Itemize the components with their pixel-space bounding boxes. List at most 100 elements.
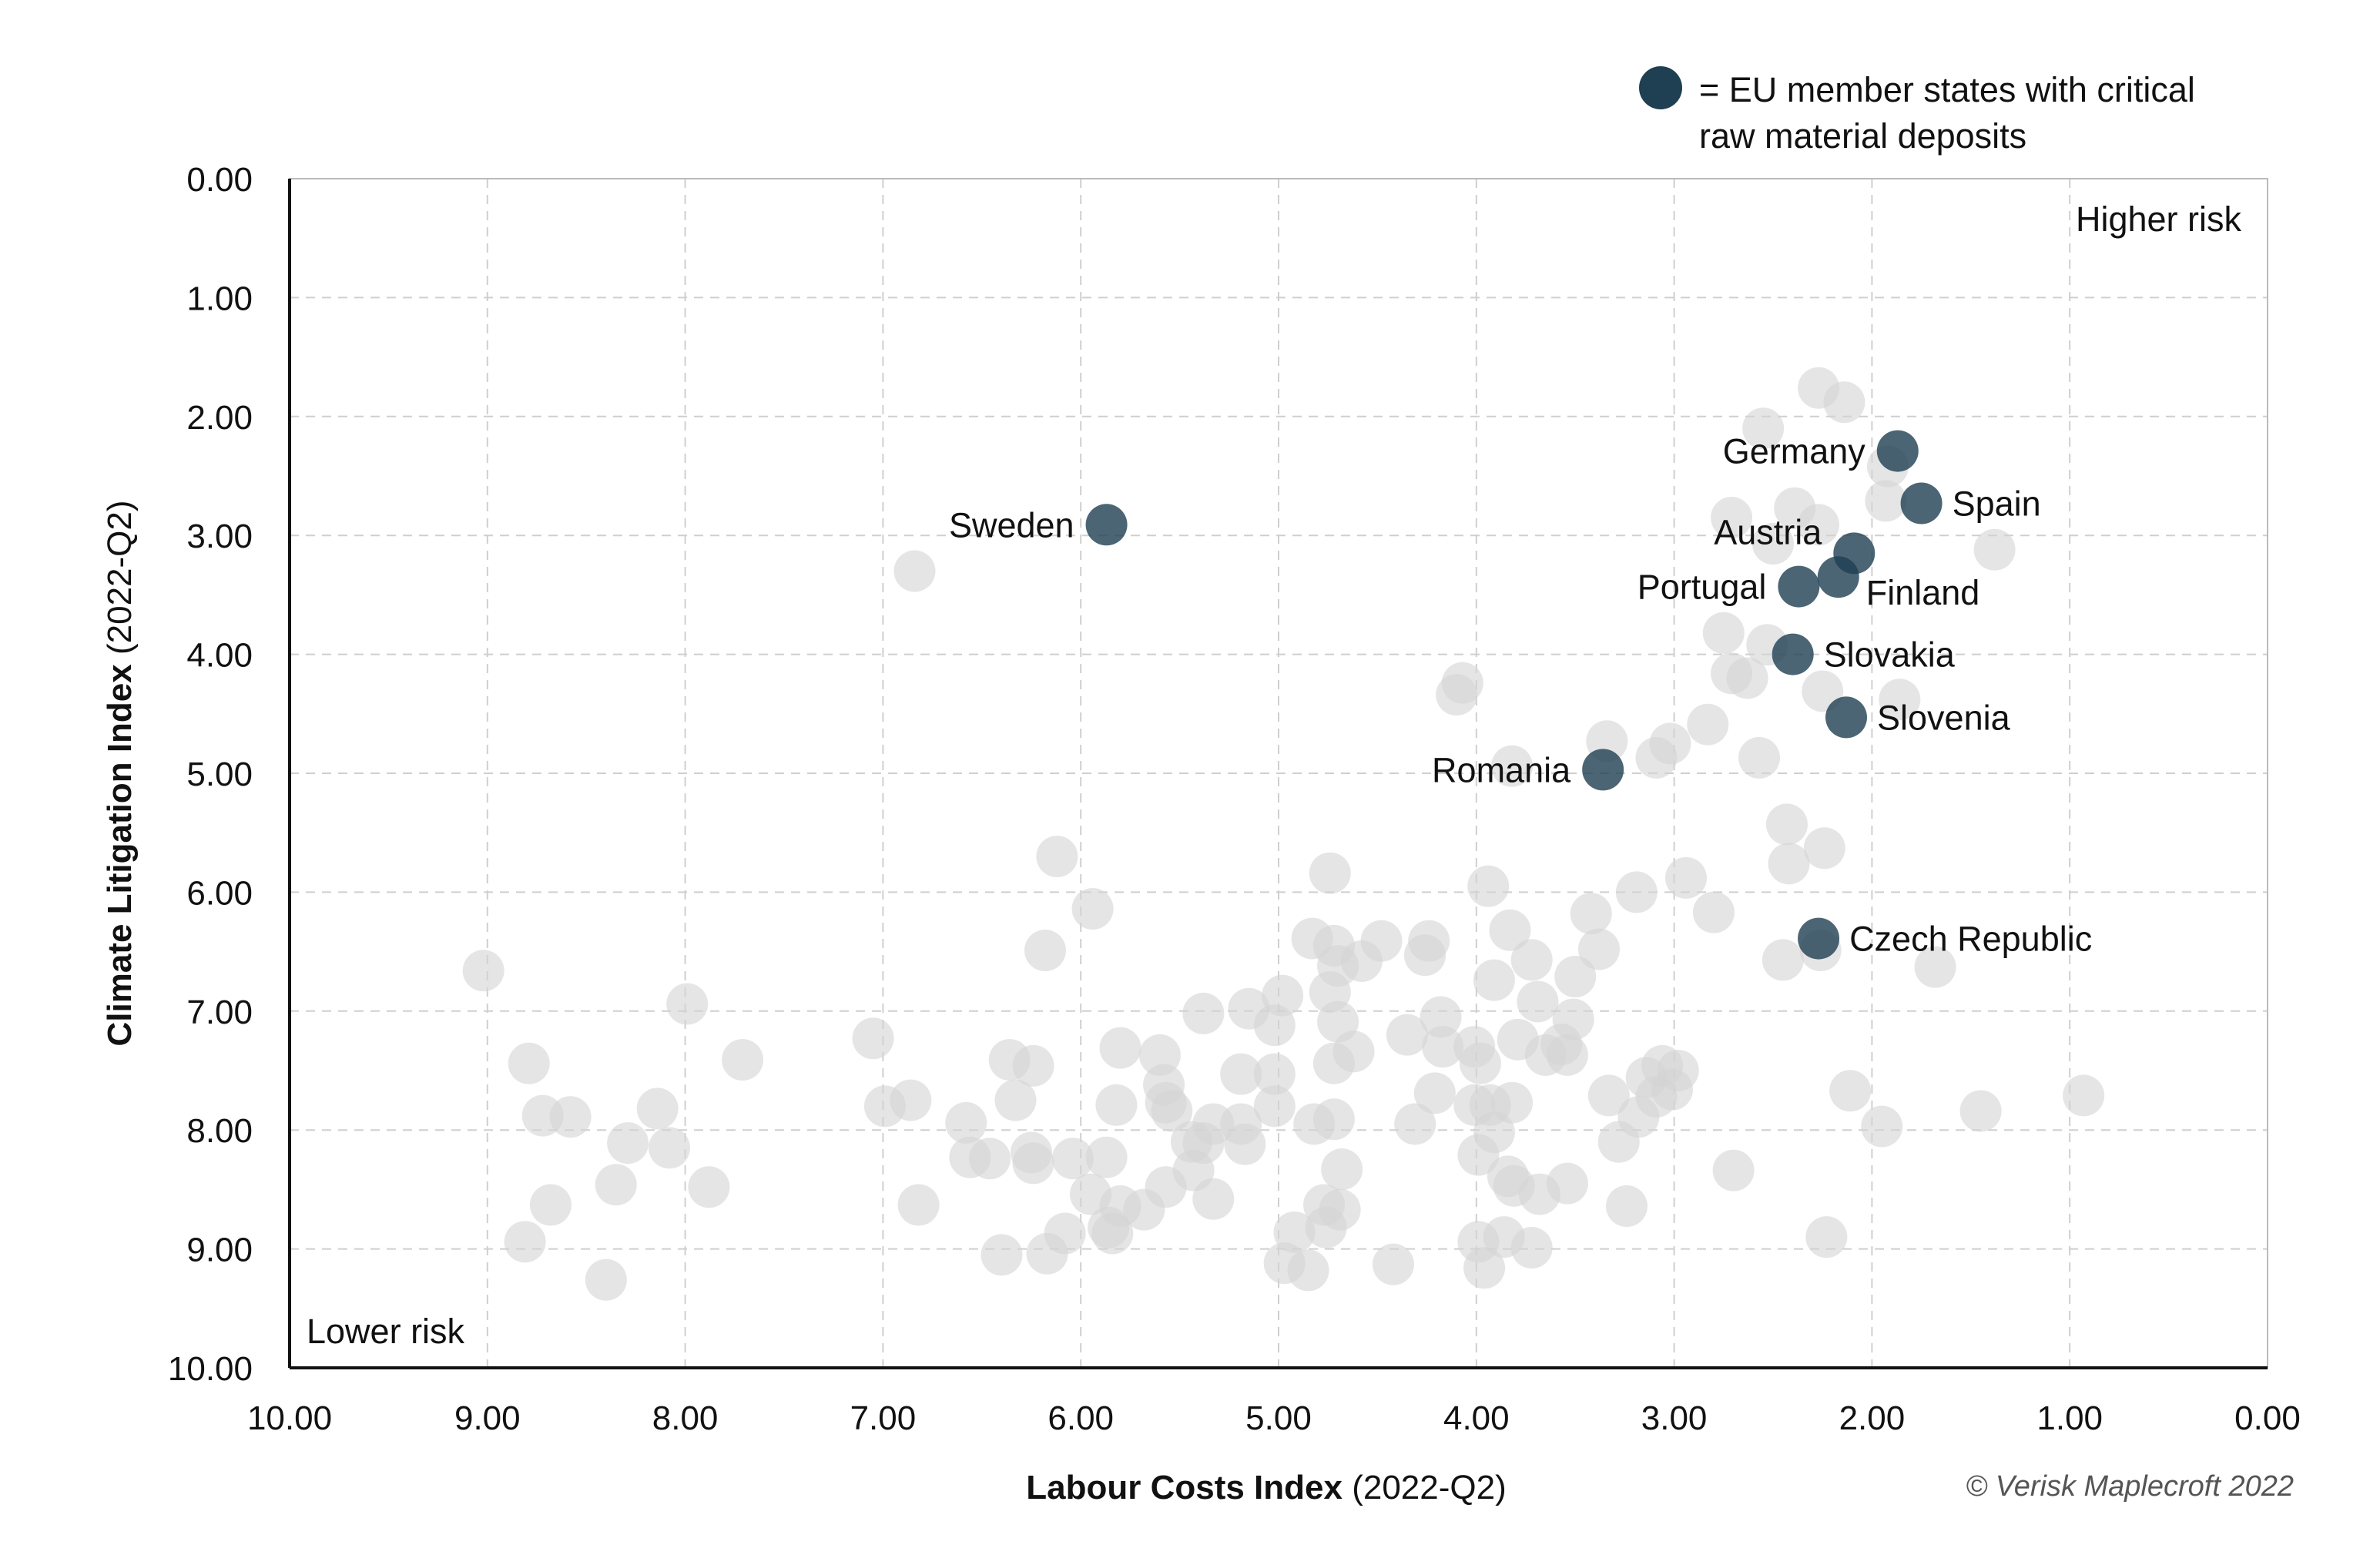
- country-label: Spain: [1953, 484, 2041, 524]
- data-point: [1865, 480, 1907, 522]
- data-point: [1011, 1131, 1052, 1174]
- data-point: [529, 1184, 572, 1226]
- data-point: [1085, 1136, 1128, 1178]
- data-point: [688, 1166, 730, 1208]
- data-point: [1861, 1105, 1903, 1148]
- data-point: [1803, 827, 1845, 870]
- x-tick-label: 6.00: [1048, 1399, 1114, 1437]
- x-axis-label-bold: Labour Costs Index: [1026, 1469, 1343, 1506]
- data-point: [2063, 1074, 2105, 1117]
- country-label: Austria: [1714, 512, 1822, 551]
- data-point: [1151, 1090, 1193, 1132]
- other-countries: [462, 367, 2105, 1301]
- x-tick-label: 1.00: [2036, 1399, 2103, 1437]
- data-point: [1491, 745, 1534, 787]
- highlighted-point: [1798, 917, 1840, 960]
- x-tick-label: 4.00: [1443, 1399, 1510, 1437]
- data-point: [1765, 803, 1808, 846]
- x-tick-label: 10.00: [247, 1399, 332, 1437]
- highlighted-point: [1817, 556, 1859, 598]
- data-point: [1798, 504, 1840, 546]
- data-point: [1738, 736, 1781, 779]
- data-point: [1510, 939, 1553, 981]
- data-point: [1253, 1053, 1296, 1095]
- y-ticks: 0.00 1.00 2.00 3.00 4.00 5.00 6.00 7.00 8.00 9.00…: [168, 161, 253, 1388]
- data-point: [1805, 1216, 1848, 1258]
- data-point: [1702, 612, 1745, 654]
- data-point: [890, 1079, 932, 1121]
- data-point: [980, 1234, 1023, 1276]
- data-point: [1687, 703, 1729, 746]
- country-label: Sweden: [949, 505, 1074, 545]
- data-point: [1253, 1085, 1296, 1128]
- country-label: Portugal: [1638, 568, 1767, 607]
- data-point: [1473, 959, 1515, 1001]
- country-label: Slovenia: [1877, 698, 2011, 737]
- y-axis-label: Climate Litigation Index (2022-Q2): [101, 500, 139, 1046]
- y-tick-label: 4.00: [186, 637, 253, 675]
- data-point: [1665, 856, 1708, 899]
- data-point: [1570, 893, 1612, 935]
- data-point: [1070, 1173, 1112, 1215]
- data-point: [666, 983, 709, 1025]
- country-label: Germany: [1723, 432, 1866, 471]
- data-point: [1036, 836, 1078, 878]
- data-point: [1752, 523, 1794, 565]
- data-point: [1692, 891, 1735, 933]
- data-point: [1615, 871, 1658, 913]
- data-point: [1182, 992, 1225, 1034]
- data-point: [1071, 888, 1114, 930]
- data-point: [1095, 1084, 1138, 1126]
- legend-marker: [1639, 66, 1682, 109]
- y-tick-label: 9.00: [186, 1232, 253, 1269]
- data-point: [1517, 980, 1559, 1023]
- data-point: [607, 1122, 649, 1165]
- y-axis-label-rest: (2022-Q2): [101, 500, 139, 664]
- data-point: [893, 550, 936, 592]
- data-point: [1420, 996, 1462, 1038]
- data-point: [1436, 674, 1478, 716]
- data-point: [852, 1017, 894, 1060]
- highlighted-point: [1772, 633, 1814, 675]
- data-point: [1372, 1243, 1414, 1285]
- x-tick-label: 8.00: [652, 1399, 719, 1437]
- data-point: [1605, 1185, 1648, 1228]
- data-point: [1305, 1206, 1347, 1248]
- data-point: [1768, 843, 1810, 885]
- data-point: [1742, 407, 1785, 450]
- data-point: [462, 950, 504, 992]
- data-point: [1578, 928, 1621, 970]
- data-point: [1309, 852, 1351, 894]
- country-label: Romania: [1432, 750, 1571, 789]
- y-tick-label: 3.00: [186, 518, 253, 555]
- data-point: [636, 1087, 679, 1130]
- higher-risk-label: Higher risk: [2076, 199, 2242, 239]
- data-point: [1546, 1162, 1588, 1205]
- x-axis-label-rest: (2022-Q2): [1343, 1469, 1507, 1506]
- y-tick-label: 2.00: [186, 399, 253, 437]
- y-tick-label: 7.00: [186, 994, 253, 1031]
- data-point: [949, 1136, 991, 1178]
- data-point: [521, 1094, 564, 1137]
- data-point: [504, 1221, 546, 1263]
- data-point: [1587, 1074, 1630, 1117]
- data-point: [1321, 1148, 1363, 1191]
- y-tick-label: 1.00: [186, 280, 253, 317]
- data-point: [1026, 1232, 1068, 1275]
- data-point: [1959, 1090, 2002, 1132]
- x-tick-label: 9.00: [454, 1399, 521, 1437]
- highlighted-point: [1778, 565, 1820, 608]
- data-point: [1224, 1123, 1266, 1165]
- data-point: [1422, 1026, 1464, 1068]
- legend: = EU member states with critical raw mat…: [1639, 66, 2195, 156]
- y-tick-label: 0.00: [186, 161, 253, 199]
- x-tick-label: 3.00: [1641, 1399, 1708, 1437]
- country-label: Finland: [1866, 573, 1980, 612]
- data-point: [1404, 934, 1446, 977]
- data-point: [897, 1184, 940, 1226]
- data-point: [1386, 1014, 1428, 1056]
- data-point: [1489, 909, 1531, 951]
- y-tick-label: 8.00: [186, 1112, 253, 1150]
- x-axis-label: Labour Costs Index (2022-Q2): [1026, 1469, 1506, 1506]
- data-point: [1524, 1034, 1567, 1076]
